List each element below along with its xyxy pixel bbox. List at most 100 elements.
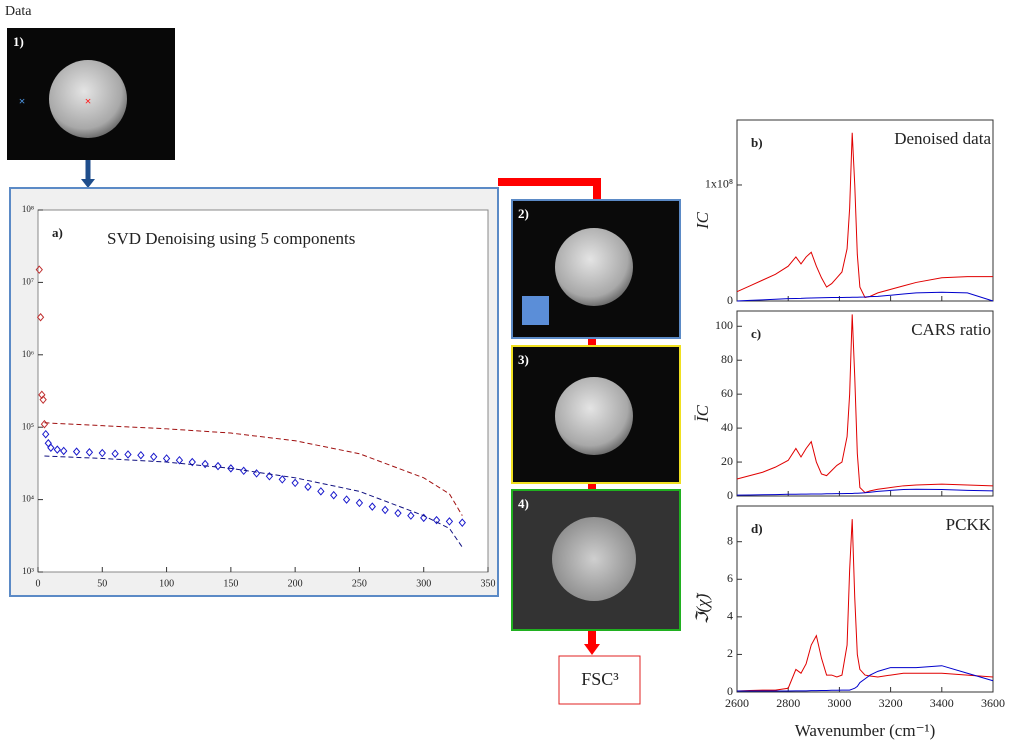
chart-title: SVD Denoising using 5 components xyxy=(107,229,355,248)
point xyxy=(201,459,209,469)
point xyxy=(98,448,106,458)
panel-label: c) xyxy=(751,326,761,341)
point xyxy=(458,518,466,527)
y-tick-label: 8 xyxy=(727,533,733,547)
x-tick-label: 0 xyxy=(36,578,41,589)
y-tick-label: 10⁴ xyxy=(22,494,34,504)
line xyxy=(736,132,993,299)
point xyxy=(35,265,43,274)
x-tick-label: 2600 xyxy=(725,696,749,710)
point xyxy=(39,395,47,404)
y-tick-label: 0 xyxy=(727,488,733,502)
point xyxy=(355,498,364,508)
line xyxy=(736,314,994,494)
chart-title: Denoised data xyxy=(894,129,991,148)
x-tick-label: 300 xyxy=(416,578,431,589)
point xyxy=(124,450,132,459)
point xyxy=(47,443,55,453)
point xyxy=(175,455,184,465)
connector xyxy=(498,178,601,199)
y-tick-label: 20 xyxy=(721,454,733,468)
panel-label: d) xyxy=(751,521,763,536)
point xyxy=(265,472,274,481)
y-axis-label: ĪC xyxy=(693,404,712,423)
point xyxy=(304,482,312,492)
sphere xyxy=(49,60,127,138)
point xyxy=(240,466,248,476)
image-label: 1) xyxy=(13,34,24,49)
chart-title: PCKK xyxy=(946,515,992,534)
point xyxy=(53,445,61,454)
point xyxy=(72,447,81,456)
x-tick-label: 350 xyxy=(481,578,496,589)
x-tick-label: 150 xyxy=(223,578,238,589)
sphere xyxy=(555,228,633,306)
x-tick-label: 2800 xyxy=(776,696,800,710)
point xyxy=(278,475,286,484)
point xyxy=(394,508,402,518)
y-tick-label: 10⁷ xyxy=(22,276,34,286)
image-label: 3) xyxy=(518,352,529,367)
y-tick-label: 2 xyxy=(727,646,733,660)
fsc-label: FSC³ xyxy=(581,669,619,689)
marker-blue: × xyxy=(19,94,26,108)
plot-area xyxy=(37,209,489,573)
line xyxy=(736,488,994,496)
x-tick-label: 100 xyxy=(159,578,174,589)
dashed-line xyxy=(44,422,463,516)
roi xyxy=(522,296,549,325)
y-axis-label: IC xyxy=(693,211,712,230)
point xyxy=(60,446,68,456)
point xyxy=(227,464,235,473)
sphere xyxy=(552,517,636,601)
plot-frame xyxy=(736,505,994,693)
panel-label: a) xyxy=(52,225,63,240)
plot-frame xyxy=(736,119,994,302)
x-tick-label: 3000 xyxy=(827,696,851,710)
y-tick-label: 100 xyxy=(715,318,733,332)
y-tick-label: 10⁵ xyxy=(22,421,34,431)
fsc-box xyxy=(558,655,641,705)
point xyxy=(317,487,325,496)
arrow-head xyxy=(81,179,95,188)
point xyxy=(214,461,222,471)
image-3 xyxy=(511,345,681,484)
y-tick-label: 10⁶ xyxy=(22,349,34,359)
line xyxy=(736,291,994,302)
y-tick-label: 10⁸ xyxy=(22,204,34,214)
point xyxy=(381,505,389,515)
point xyxy=(137,450,145,460)
point xyxy=(36,312,45,322)
image-label: 2) xyxy=(518,206,529,221)
point xyxy=(85,448,94,457)
y-tick-label: 6 xyxy=(727,571,733,585)
x-tick-label: 3400 xyxy=(930,696,954,710)
y-tick-label: 80 xyxy=(721,352,733,366)
point xyxy=(432,515,441,525)
marker-red: × xyxy=(85,94,92,108)
y-tick-label: 1x10⁸ xyxy=(705,177,733,191)
point xyxy=(342,495,351,504)
dashed-line xyxy=(44,455,463,548)
point xyxy=(368,502,376,511)
line xyxy=(736,519,994,692)
point xyxy=(42,429,50,439)
y-axis-label: ℑ(χ̃) xyxy=(693,592,712,624)
y-tick-label: 10³ xyxy=(22,566,34,576)
point xyxy=(407,511,415,520)
panel-label: b) xyxy=(751,135,763,150)
point xyxy=(111,449,119,459)
point xyxy=(291,478,299,488)
line xyxy=(737,665,994,692)
image-label: 4) xyxy=(518,496,529,511)
x-tick-label: 250 xyxy=(352,578,367,589)
y-tick-label: 4 xyxy=(727,609,733,623)
arrow-head xyxy=(584,644,600,655)
point xyxy=(150,452,158,462)
point xyxy=(445,517,454,526)
x-tick-label: 50 xyxy=(97,578,107,589)
y-tick-label: 40 xyxy=(721,420,733,434)
x-tick-label: 3600 xyxy=(981,696,1005,710)
x-tick-label: 200 xyxy=(288,578,303,589)
